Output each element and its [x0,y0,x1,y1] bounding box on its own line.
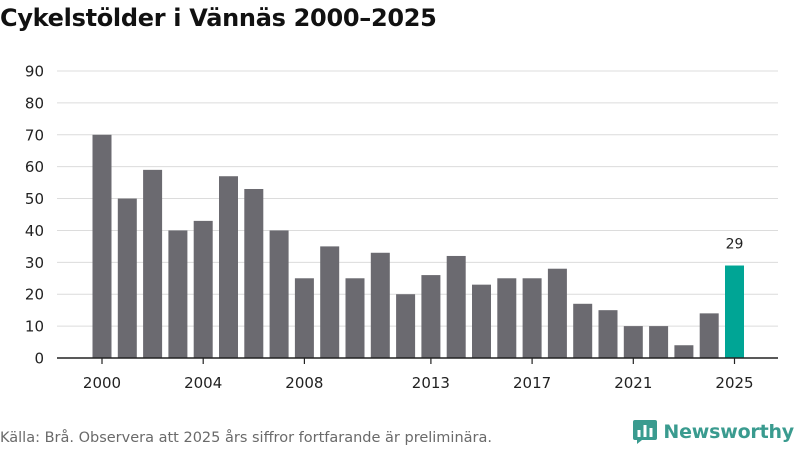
y-tick-label: 40 [25,222,44,240]
data-labels: 29 [726,237,744,253]
y-tick-label: 80 [25,94,44,112]
bar [396,294,416,358]
bar [472,284,491,358]
x-axis: 2000 2004 2008 2013 2017 2021 2025 [83,358,754,392]
x-tick-label: 2004 [184,374,222,392]
brand-logo: Newsworthy [633,419,794,445]
bar [269,230,289,358]
bar [623,326,643,358]
y-tick-label: 70 [25,126,44,144]
x-tick-label: 2017 [513,374,551,392]
bar [649,326,669,358]
y-tick-label: 0 [34,350,44,368]
bar [294,278,314,358]
bar [522,278,542,358]
chart-title: Cykelstölder i Vännäs 2000–2025 [0,4,437,32]
bar [573,303,593,358]
y-tick-label: 10 [25,318,44,336]
y-tick-label: 30 [25,254,44,272]
y-tick-label: 60 [25,158,44,176]
bar [320,246,340,358]
bar [244,188,264,358]
bar [547,268,567,358]
bar [143,169,163,358]
y-tick-label: 50 [25,190,44,208]
bar-highlight [725,265,744,358]
bar [117,198,137,358]
x-tick-label: 2008 [285,374,323,392]
data-label: 29 [726,237,744,253]
bar [345,278,365,358]
bar [674,345,694,358]
x-tick-label: 2013 [412,374,450,392]
bar [193,220,213,358]
bar [219,176,238,358]
bar [421,275,441,358]
y-tick-label: 20 [25,286,44,304]
x-tick-label: 2021 [614,374,652,392]
bar [446,255,466,358]
newsworthy-logo-icon [633,420,658,444]
brand-name: Newsworthy [663,421,794,443]
x-tick-label: 2025 [715,374,753,392]
source-note: Källa: Brå. Observera att 2025 års siffr… [0,430,492,446]
bar [699,313,719,358]
bar [497,278,517,358]
y-tick-label: 90 [25,63,44,81]
y-axis: 0 10 20 30 40 50 60 70 80 90 [25,63,44,368]
bar [168,230,188,358]
bars [92,134,744,358]
x-tick-label: 2000 [83,374,121,392]
bar [370,252,390,358]
bar-chart: 0 10 20 30 40 50 60 70 80 90 2000 2004 2008 2013 2017… [25,63,778,392]
bar [92,134,112,358]
bar [598,310,618,358]
gridlines [57,70,778,327]
